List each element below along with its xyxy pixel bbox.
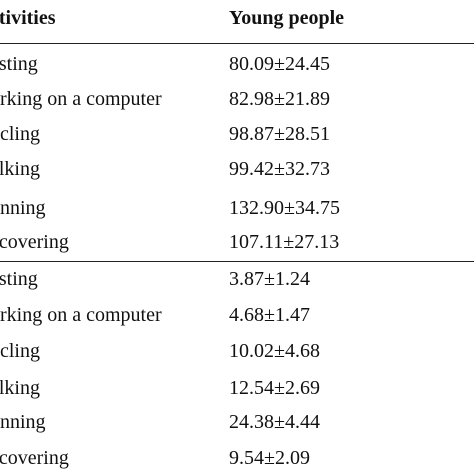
activity-cell: ycling [0, 123, 40, 145]
value-cell: 12.54±2.69 [229, 377, 320, 399]
activity-cell: alking [0, 377, 40, 399]
table-row: ycling 10.02±4.68 [0, 339, 474, 373]
activity-cell: ecovering [0, 231, 69, 253]
activity-cell: ycling [0, 340, 40, 362]
table-header-row: ctivities Young people [0, 0, 474, 40]
value-cell: 98.87±28.51 [229, 123, 330, 145]
table-row: orking on a computer 82.98±21.89 [0, 87, 474, 121]
value-cell: 132.90±34.75 [229, 197, 340, 219]
table-row: orking on a computer 4.68±1.47 [0, 303, 474, 337]
table-row: unning 132.90±34.75 [0, 196, 474, 230]
value-cell: 80.09±24.45 [229, 53, 330, 75]
header-rule [0, 43, 474, 44]
activity-cell: orking on a computer [0, 304, 162, 326]
value-cell: 107.11±27.13 [229, 231, 340, 253]
value-cell: 9.54±2.09 [229, 447, 310, 469]
activity-cell: unning [0, 197, 46, 219]
value-cell: 82.98±21.89 [229, 88, 330, 110]
activity-cell: unning [0, 411, 46, 433]
table-row: ecovering 9.54±2.09 [0, 446, 474, 474]
table-row: alking 99.42±32.73 [0, 157, 474, 191]
header-young-people: Young people [229, 7, 345, 29]
value-cell: 24.38±4.44 [229, 411, 320, 433]
table-row: ecovering 107.11±27.13 [0, 230, 474, 264]
value-cell: 3.87±1.24 [229, 268, 310, 290]
activity-cell: orking on a computer [0, 88, 162, 110]
value-cell: 4.68±1.47 [229, 304, 310, 326]
activity-cell: ecovering [0, 447, 69, 469]
value-cell: 10.02±4.68 [229, 340, 320, 362]
table-row: unning 24.38±4.44 [0, 410, 474, 444]
activity-cell: alking [0, 158, 40, 180]
table-row: ycling 98.87±28.51 [0, 122, 474, 156]
value-cell: 99.42±32.73 [229, 158, 330, 180]
table-row: alking 12.54±2.69 [0, 376, 474, 410]
section-rule [0, 261, 474, 262]
header-activities: ctivities [0, 7, 56, 29]
